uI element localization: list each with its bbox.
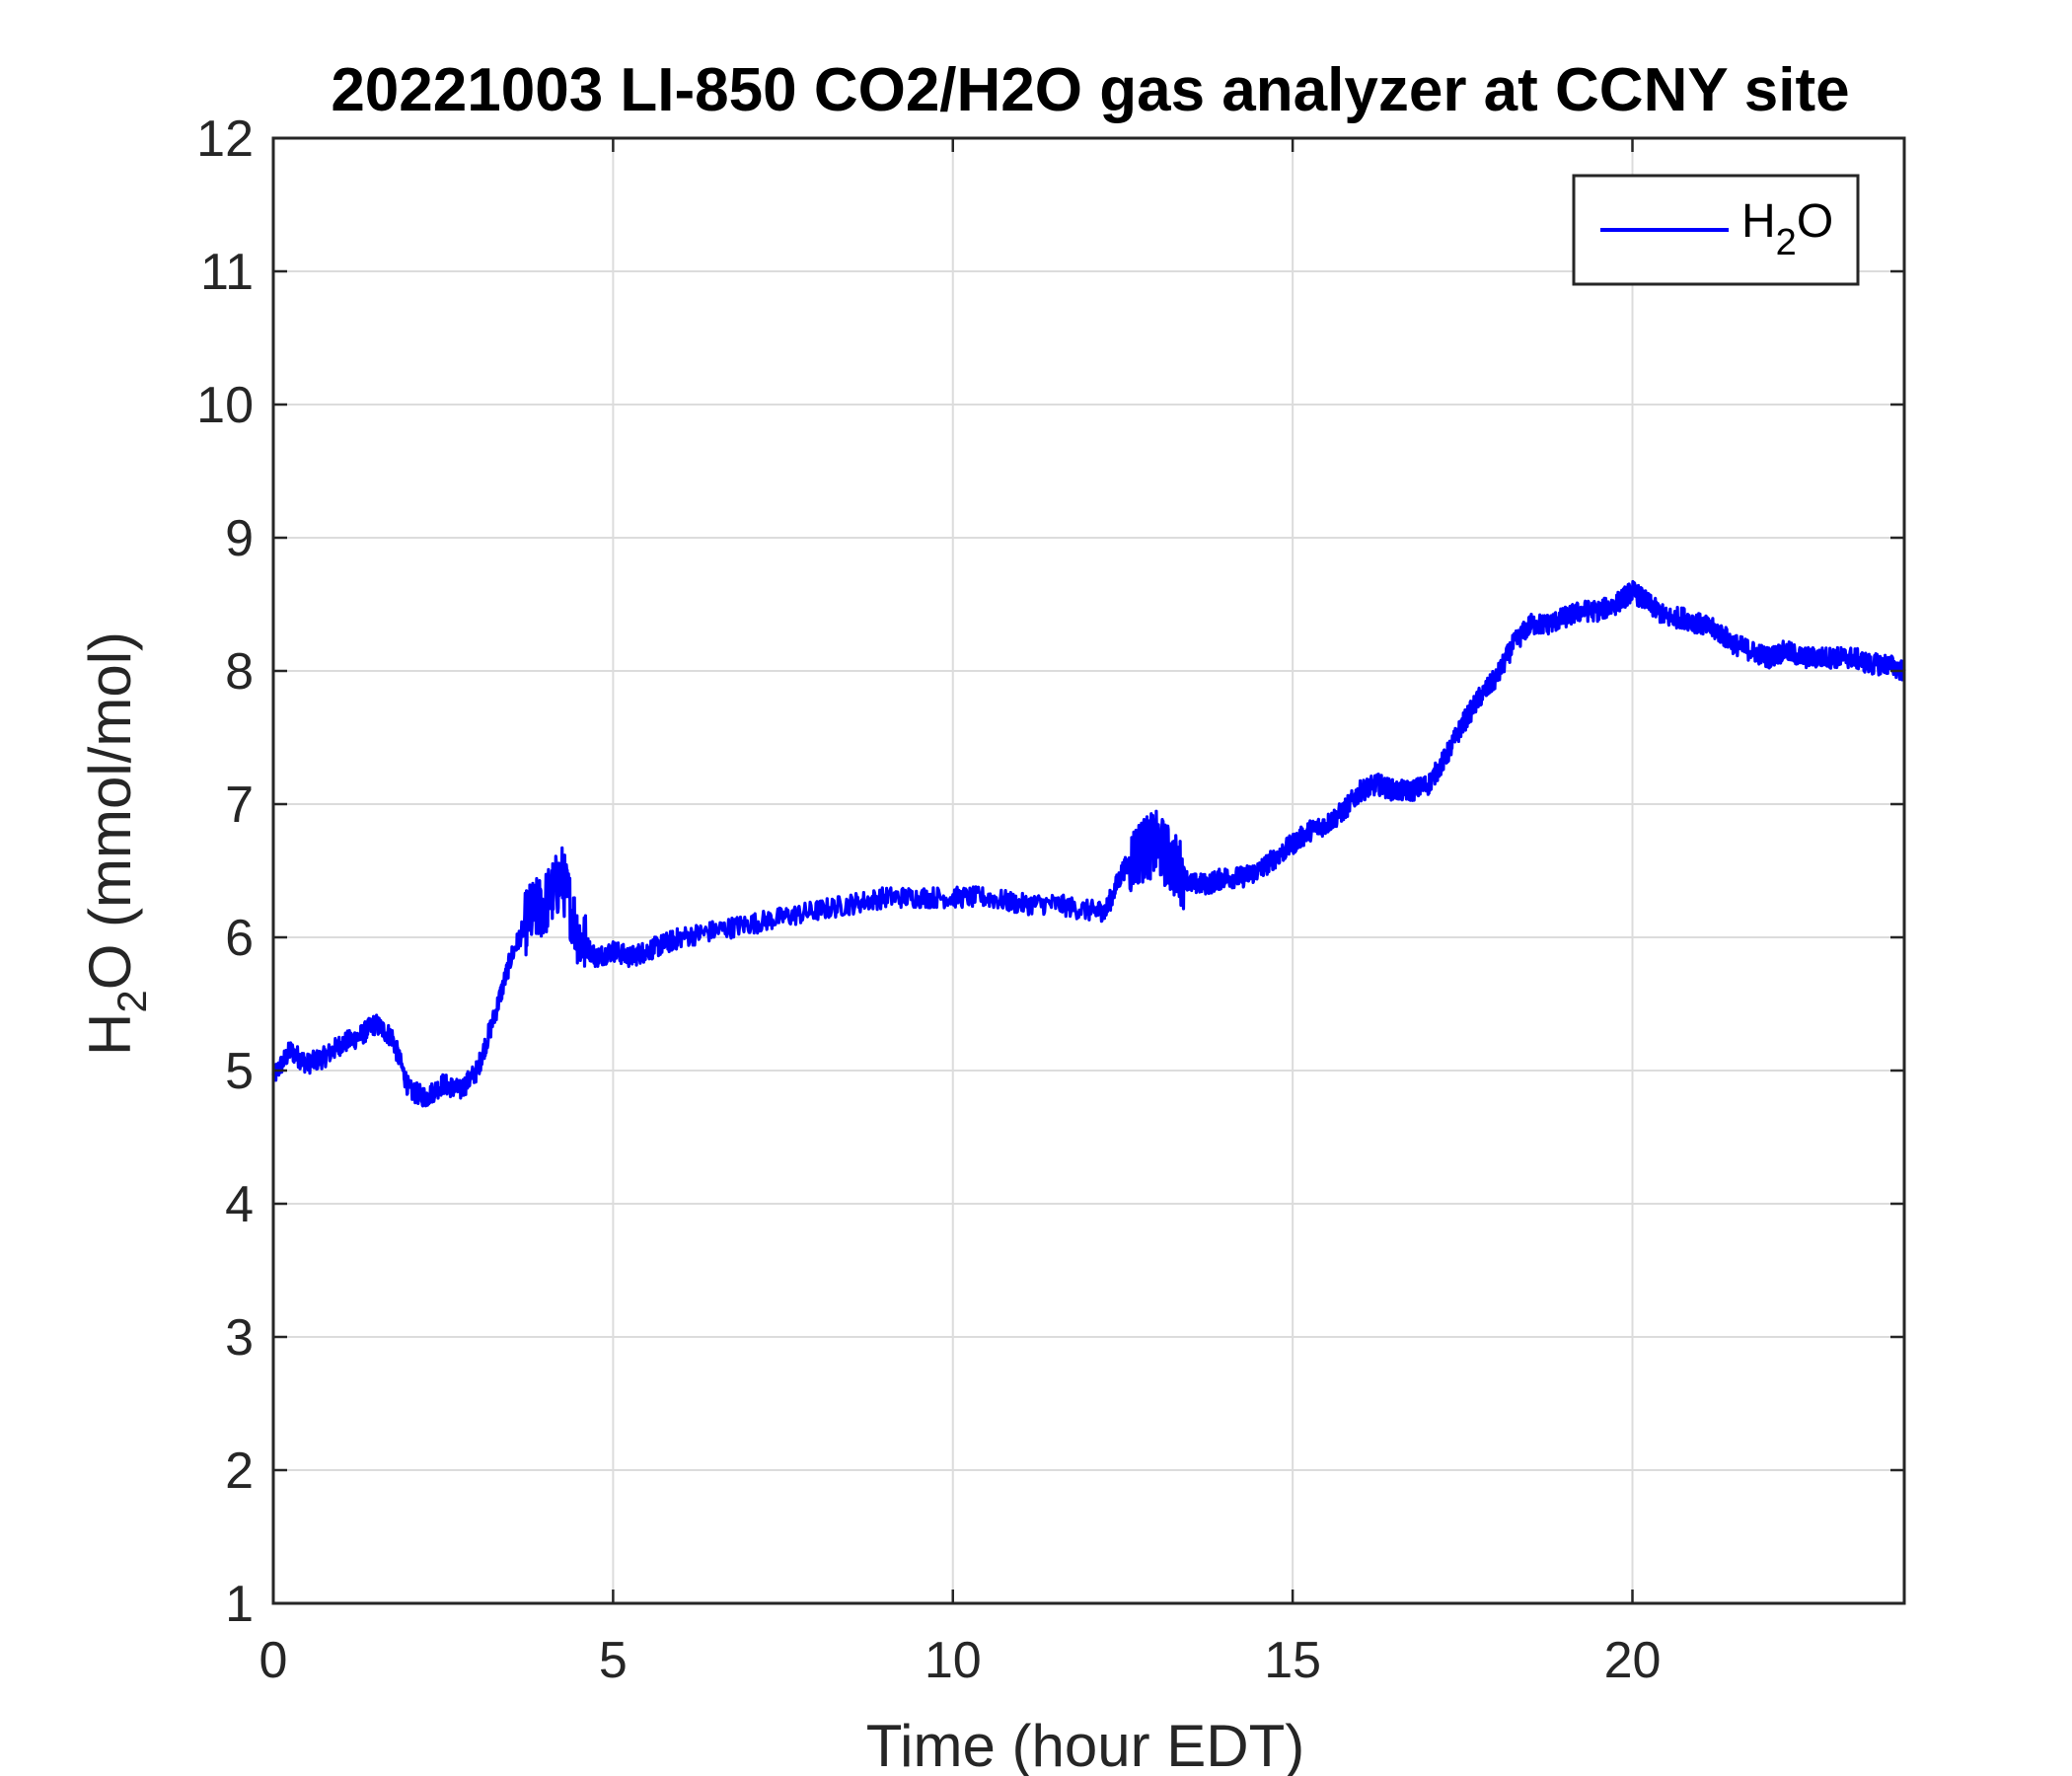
y-tick-label: 9 [225, 510, 254, 567]
y-tick-label: 8 [225, 643, 254, 701]
y-tick-label: 3 [225, 1309, 254, 1367]
series-line-h2o [271, 579, 1906, 1108]
y-tick-label: 7 [225, 777, 254, 834]
y-axis-label-rest: O (mmol/mol) [77, 631, 143, 990]
legend: H2O [1572, 174, 1860, 286]
y-tick-label: 5 [225, 1043, 254, 1100]
y-tick-label: 12 [196, 111, 254, 168]
x-tick-label: 15 [1264, 1632, 1321, 1689]
legend-label-rest: O [1797, 195, 1833, 248]
y-axis-label-main: H [77, 1013, 143, 1056]
y-tick-label: 10 [196, 377, 254, 434]
y-tick-label: 6 [225, 910, 254, 967]
y-tick-label: 1 [225, 1576, 254, 1633]
y-axis-label: H2O (mmol/mol) [77, 631, 155, 1056]
x-tick-label: 5 [599, 1632, 628, 1689]
axes-layer [271, 136, 1906, 1605]
x-tick-labels: 0 5 10 15 20 [259, 1632, 1662, 1689]
plot-area-border [271, 136, 1906, 1605]
y-tick-label: 4 [225, 1176, 254, 1233]
legend-label-h2o: H2O [1741, 195, 1833, 263]
y-tick-label: 2 [225, 1443, 254, 1500]
x-axis-label: Time (hour EDT) [866, 1713, 1305, 1776]
x-tick-label: 0 [259, 1632, 288, 1689]
y-axis-label-sub: 2 [109, 990, 155, 1012]
x-tick-label: 10 [925, 1632, 982, 1689]
legend-label-main: H [1741, 195, 1776, 248]
chart-title: 20221003 LI-850 CO2/H2O gas analyzer at … [331, 56, 1849, 124]
x-tick-label: 20 [1604, 1632, 1662, 1689]
grid-layer [272, 137, 1904, 1604]
y-tick-label: 11 [200, 244, 254, 301]
legend-label-sub: 2 [1776, 222, 1797, 263]
series-layer [271, 579, 1906, 1108]
